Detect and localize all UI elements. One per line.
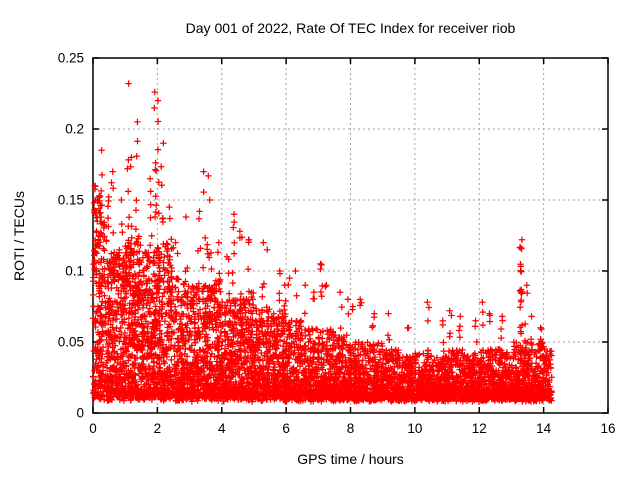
x-tick-label: 10 (407, 421, 422, 436)
x-tick-label: 8 (347, 421, 355, 436)
x-tick-label: 12 (472, 421, 487, 436)
y-tick-label: 0.25 (58, 51, 84, 66)
x-tick-label: 6 (282, 421, 290, 436)
y-tick-label: 0 (76, 406, 84, 421)
scatter-points (89, 80, 555, 405)
y-tick-label: 0.15 (58, 193, 84, 208)
x-axis-label: GPS time / hours (297, 451, 404, 467)
x-tick-label: 4 (218, 421, 226, 436)
x-tick-label: 16 (600, 421, 615, 436)
y-tick-label: 0.2 (65, 122, 84, 137)
x-tick-label: 14 (536, 421, 552, 436)
y-tick-label: 0.05 (58, 335, 84, 350)
chart-title: Day 001 of 2022, Rate Of TEC Index for r… (185, 20, 516, 36)
x-tick-label: 0 (89, 421, 97, 436)
y-tick-label: 0.1 (65, 264, 84, 279)
x-tick-label: 2 (154, 421, 162, 436)
